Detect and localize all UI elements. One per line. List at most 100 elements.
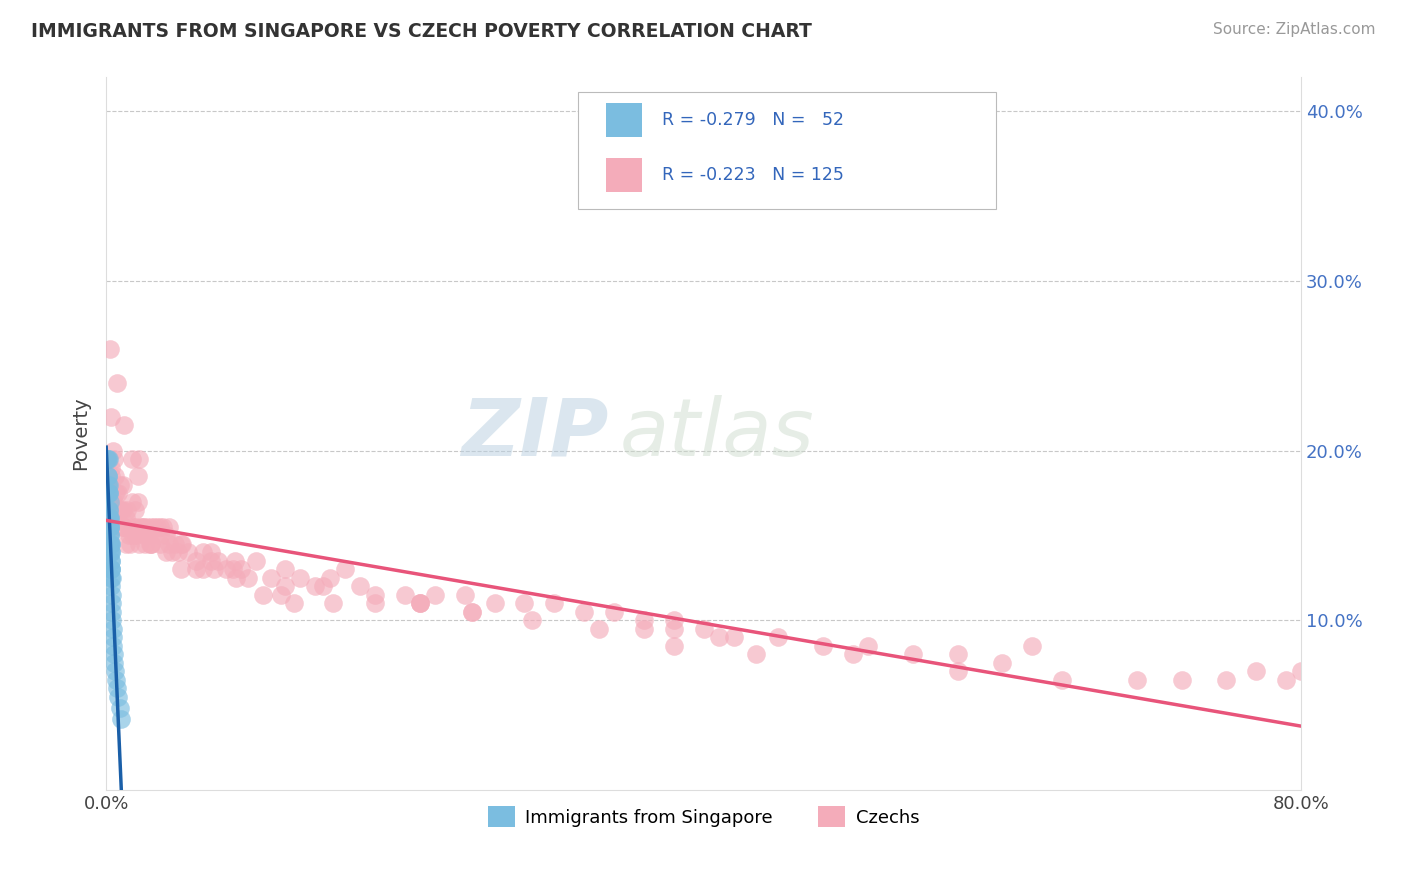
Point <box>167 545 190 559</box>
Point <box>409 596 432 610</box>
Point <box>101 596 124 610</box>
Point <box>319 571 342 585</box>
Point <box>662 622 685 636</box>
Point <box>1246 664 1268 678</box>
Point <box>200 545 222 559</box>
Point <box>768 630 790 644</box>
Point <box>1289 664 1312 678</box>
Point <box>97 486 120 500</box>
Point <box>110 503 132 517</box>
Point <box>101 630 124 644</box>
Point <box>1021 639 1043 653</box>
Point <box>104 503 127 517</box>
Point <box>112 418 135 433</box>
Point <box>98 452 121 467</box>
Point <box>97 469 120 483</box>
Point <box>349 579 371 593</box>
Point <box>461 605 484 619</box>
Legend: Immigrants from Singapore, Czechs: Immigrants from Singapore, Czechs <box>481 799 927 834</box>
Point <box>98 537 121 551</box>
Point <box>98 477 121 491</box>
Point <box>104 486 127 500</box>
Point <box>111 477 134 491</box>
Text: Source: ZipAtlas.com: Source: ZipAtlas.com <box>1212 22 1375 37</box>
Point <box>139 520 162 534</box>
Point <box>97 503 120 517</box>
Point <box>132 520 155 534</box>
Point <box>96 452 118 467</box>
Point <box>856 639 879 653</box>
Point <box>136 528 159 542</box>
Point <box>125 520 148 534</box>
Point <box>134 537 156 551</box>
Point <box>662 613 685 627</box>
Point <box>121 494 143 508</box>
Point <box>946 647 969 661</box>
Point <box>101 605 124 619</box>
Point <box>97 477 120 491</box>
Point <box>100 537 122 551</box>
Point <box>274 579 297 593</box>
Point <box>991 656 1014 670</box>
Point <box>101 622 124 636</box>
Point <box>633 622 655 636</box>
Point <box>901 647 924 661</box>
Point <box>107 690 129 704</box>
Point <box>122 520 145 534</box>
Point <box>215 562 238 576</box>
Point <box>115 503 138 517</box>
Point <box>572 605 595 619</box>
Point <box>157 520 180 534</box>
Point <box>138 537 160 551</box>
Bar <box>606 103 641 137</box>
FancyBboxPatch shape <box>578 92 997 210</box>
Point <box>124 503 146 517</box>
Point <box>100 554 122 568</box>
Point <box>290 571 312 585</box>
Point <box>100 469 122 483</box>
Point <box>98 511 121 525</box>
Point <box>409 596 432 610</box>
Point <box>98 520 121 534</box>
Point <box>103 656 125 670</box>
Point <box>107 486 129 500</box>
Point <box>101 443 124 458</box>
Point <box>97 486 120 500</box>
Point <box>110 712 132 726</box>
Point <box>484 596 506 610</box>
Point <box>98 342 121 356</box>
Point <box>745 647 768 661</box>
Point <box>98 494 121 508</box>
Point <box>1126 673 1149 687</box>
Point <box>131 520 153 534</box>
Point <box>364 596 387 610</box>
Point <box>224 554 246 568</box>
Point <box>312 579 335 593</box>
Point <box>692 622 714 636</box>
Point <box>98 528 121 542</box>
Point <box>100 511 122 525</box>
Point <box>423 588 446 602</box>
Point <box>100 545 122 559</box>
Point <box>222 562 245 576</box>
Point <box>128 537 150 551</box>
Point <box>100 460 122 475</box>
Point <box>98 520 121 534</box>
Point <box>108 503 131 517</box>
Point <box>461 605 484 619</box>
Point <box>633 613 655 627</box>
Point <box>100 562 122 576</box>
Point <box>98 511 121 525</box>
Point <box>322 596 344 610</box>
Point <box>104 673 127 687</box>
Point <box>603 605 626 619</box>
Point <box>193 562 215 576</box>
Point <box>200 554 222 568</box>
Point <box>100 554 122 568</box>
Point <box>152 520 174 534</box>
Point <box>177 545 200 559</box>
Point <box>245 554 267 568</box>
Point <box>129 520 152 534</box>
Point <box>97 452 120 467</box>
Point <box>100 571 122 585</box>
